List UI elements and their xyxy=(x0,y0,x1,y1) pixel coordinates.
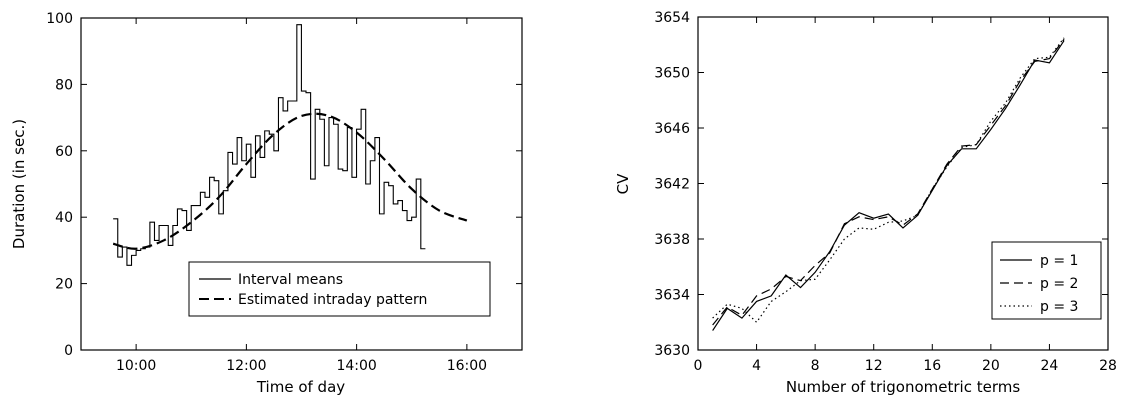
left-legend-label-interval-means: Interval means xyxy=(238,272,343,288)
right-x-tick-label: 4 xyxy=(752,358,761,374)
right-x-axis-title: Number of trigonometric terms xyxy=(786,378,1021,396)
left-y-tick-label: 0 xyxy=(64,343,73,359)
right-plot-area xyxy=(712,37,1065,331)
series-p1 xyxy=(712,40,1065,331)
left-x-tick-label: 16:00 xyxy=(447,358,487,374)
series-p3 xyxy=(712,37,1065,324)
right-y-axis-title: CV xyxy=(614,173,632,194)
right-y-tick-label: 3642 xyxy=(654,177,690,193)
right-chart: 3630 3634 3638 3642 3646 3650 3654 0 4 8 12 16 20 24 2… xyxy=(614,10,1117,396)
right-y-tick-label: 3630 xyxy=(654,343,690,359)
right-legend: p = 1 p = 2 p = 3 xyxy=(991,241,1102,320)
right-y-tick-label: 3654 xyxy=(654,10,690,26)
left-y-tick-label: 60 xyxy=(55,144,73,160)
right-y-tick-label: 3646 xyxy=(654,121,690,137)
left-plot-frame xyxy=(80,17,523,351)
right-x-tick-label: 8 xyxy=(811,358,820,374)
right-x-tick-label: 28 xyxy=(1099,358,1117,374)
left-y-tick-label: 20 xyxy=(55,277,73,293)
right-y-tick-label: 3638 xyxy=(654,232,690,248)
left-legend-box xyxy=(188,261,491,317)
right-x-tick-label: 12 xyxy=(865,358,883,374)
left-legend-label-estimated-pattern: Estimated intraday pattern xyxy=(238,292,427,308)
right-x-tick-label: 16 xyxy=(923,358,941,374)
right-legend-label-p2: p = 2 xyxy=(1040,276,1078,292)
left-y-axis-title: Duration (in sec.) xyxy=(10,119,28,249)
left-y-tick-label: 100 xyxy=(46,11,73,27)
left-legend: Interval means Estimated intraday patter… xyxy=(188,261,491,317)
left-chart: 0 20 40 60 80 100 10:00 12:00 14:00 16:00 Time of… xyxy=(10,11,523,396)
left-x-axis-title: Time of day xyxy=(256,378,345,396)
left-y-tick-label: 80 xyxy=(55,77,73,93)
right-y-tick-label: 3650 xyxy=(654,66,690,82)
series-estimated-intraday-pattern xyxy=(112,112,468,250)
right-y-tick-label: 3634 xyxy=(654,288,690,304)
series-interval-means xyxy=(113,24,426,266)
right-legend-label-p1: p = 1 xyxy=(1040,253,1078,269)
left-x-tick-label: 12:00 xyxy=(226,358,266,374)
right-x-tick-label: 0 xyxy=(694,358,703,374)
left-y-tick-label: 40 xyxy=(55,210,73,226)
right-legend-label-p3: p = 3 xyxy=(1040,299,1078,315)
series-p2 xyxy=(712,38,1065,326)
right-x-tick-label: 20 xyxy=(982,358,1000,374)
left-plot-area xyxy=(112,24,468,266)
right-x-tick-label: 24 xyxy=(1041,358,1059,374)
left-x-tick-label: 14:00 xyxy=(336,358,376,374)
right-ticks: 3630 3634 3638 3642 3646 3650 3654 0 4 8 12 16 20 24 2… xyxy=(654,10,1117,374)
left-x-tick-label: 10:00 xyxy=(116,358,156,374)
left-ticks: 0 20 40 60 80 100 10:00 12:00 14:00 16:00 xyxy=(46,11,522,374)
